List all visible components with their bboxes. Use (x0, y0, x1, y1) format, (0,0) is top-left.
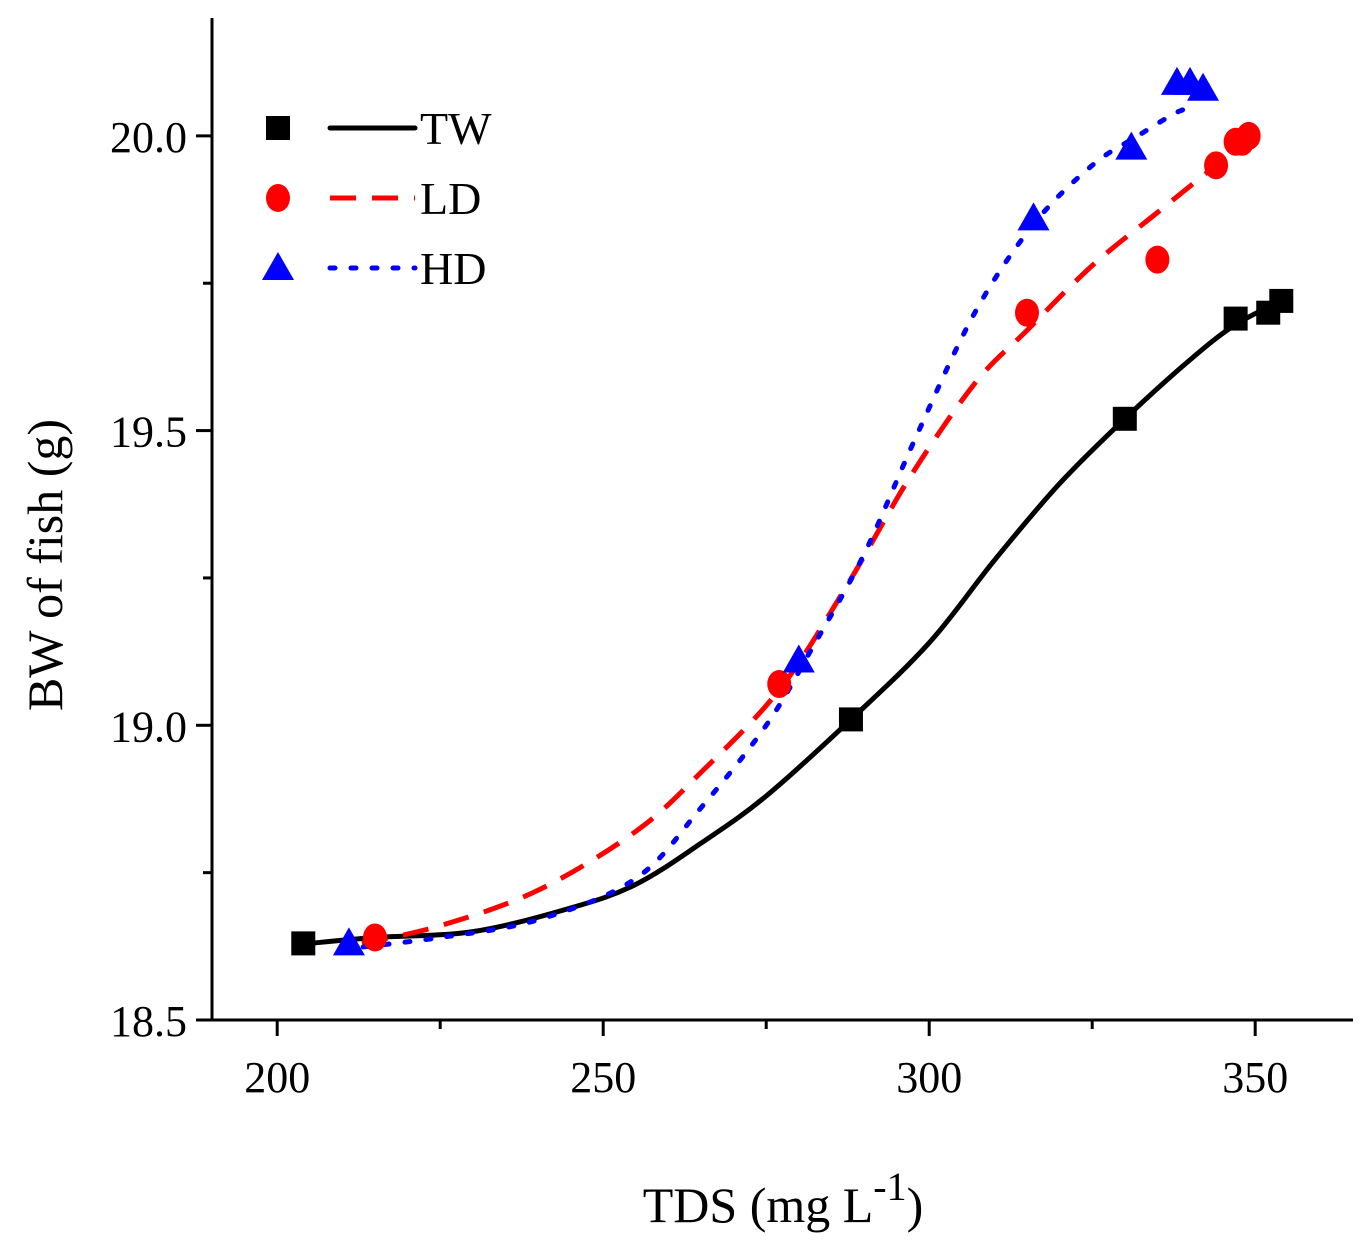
x-tick-label: 300 (896, 1053, 962, 1102)
point-hd (1017, 202, 1050, 231)
point-tw (291, 931, 316, 956)
legend: TW LD HD (262, 103, 492, 294)
point-ld (363, 923, 387, 952)
point-ld (1204, 151, 1229, 180)
y-tick-label: 18.5 (110, 997, 187, 1046)
legend-label-tw: TW (420, 103, 492, 154)
data-markers (291, 66, 1294, 956)
tick-labels: 200 250 300 350 18.5 19.0 19.5 20.0 (110, 113, 1288, 1102)
legend-label-ld: LD (420, 173, 481, 224)
y-tick-label: 19.5 (110, 408, 187, 457)
point-hd (332, 927, 365, 956)
ticks (196, 134, 1257, 1036)
x-axis-title-main: TDS (mg L (643, 1177, 874, 1233)
point-hd (1187, 72, 1220, 101)
x-tick-label: 350 (1222, 1053, 1288, 1102)
point-tw (1112, 406, 1137, 431)
legend-marker-tw (266, 116, 290, 140)
x-axis-title-superscript: -1 (873, 1164, 906, 1209)
legend-marker-hd (262, 252, 294, 280)
y-axis-title: BW of fish (g) (17, 419, 73, 711)
legend-label-hd: HD (420, 243, 486, 294)
point-ld (1236, 121, 1261, 150)
point-hd (1115, 131, 1148, 160)
point-tw (1223, 306, 1248, 331)
curve-ld (361, 133, 1257, 946)
point-ld (1015, 298, 1039, 327)
y-tick-label: 19.0 (110, 702, 187, 751)
x-axis-title-end: ) (907, 1177, 924, 1233)
curve-tw (307, 298, 1284, 946)
x-axis-title: TDS (mg L-1) (643, 1164, 924, 1233)
fit-curves (307, 103, 1284, 952)
point-tw (838, 707, 863, 732)
y-tick-label: 20.0 (110, 113, 187, 162)
x-tick-label: 250 (570, 1053, 636, 1102)
point-hd (782, 644, 815, 673)
point-ld (767, 670, 792, 699)
point-tw (1269, 288, 1294, 313)
x-tick-label: 200 (244, 1053, 310, 1102)
legend-marker-ld (266, 184, 290, 212)
curve-hd (339, 103, 1199, 952)
axes (210, 18, 1353, 1022)
point-ld (1145, 245, 1170, 274)
